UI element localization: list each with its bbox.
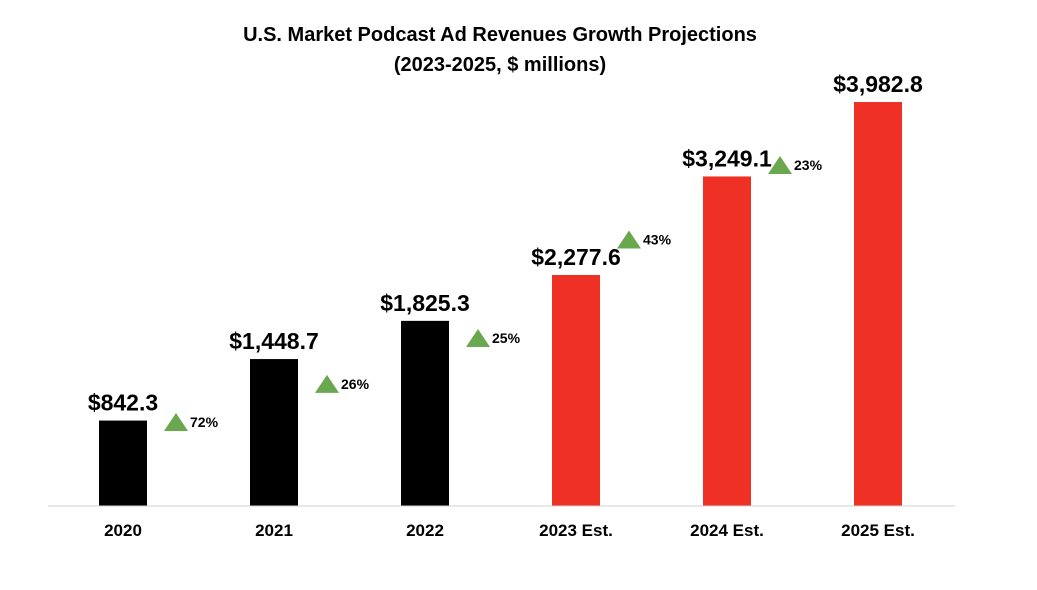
bar-2 [250,359,298,506]
value-label-1: $842.3 [88,390,158,416]
growth-up-arrow-icon [466,328,490,347]
growth-label-2: 26% [341,376,370,392]
value-label-3: $1,825.3 [380,290,470,316]
value-label-4: $2,277.6 [531,244,621,270]
category-label-6: 2025 Est. [841,521,915,540]
growth-label-5: 23% [794,157,823,173]
bar-3 [401,320,449,506]
category-labels-group: 2020 2021 2022 2023 Est. 2024 Est. 2025 Est. [104,521,915,540]
growth-label-4: 43% [643,231,672,247]
growth-up-arrow-icon [617,230,641,249]
growth-indicators-group: 72% 26% 25% 43% 23% [164,156,823,432]
bar-5 [703,176,751,506]
growth-up-arrow-icon [164,413,188,432]
category-label-1: 2020 [104,521,142,540]
chart-subtitle: (2023-2025, $ millions) [394,54,606,76]
bar-4 [552,274,600,506]
bar-1 [99,420,147,506]
bars-group [99,102,902,507]
bar-6 [854,102,902,507]
growth-up-arrow-icon [768,156,792,175]
category-label-4: 2023 Est. [539,521,613,540]
growth-label-3: 25% [492,330,521,346]
value-label-6: $3,982.8 [833,71,923,97]
growth-up-arrow-icon [315,374,339,393]
category-label-5: 2024 Est. [690,521,764,540]
category-label-2: 2021 [255,521,293,540]
value-labels-group: $842.3 $1,448.7 $1,825.3 $2,277.6 $3,249.1 $3… [88,71,923,416]
value-label-2: $1,448.7 [229,328,319,354]
category-label-3: 2022 [406,521,444,540]
growth-label-1: 72% [190,414,219,430]
value-label-5: $3,249.1 [682,145,772,171]
chart-title: U.S. Market Podcast Ad Revenues Growth P… [243,24,757,46]
